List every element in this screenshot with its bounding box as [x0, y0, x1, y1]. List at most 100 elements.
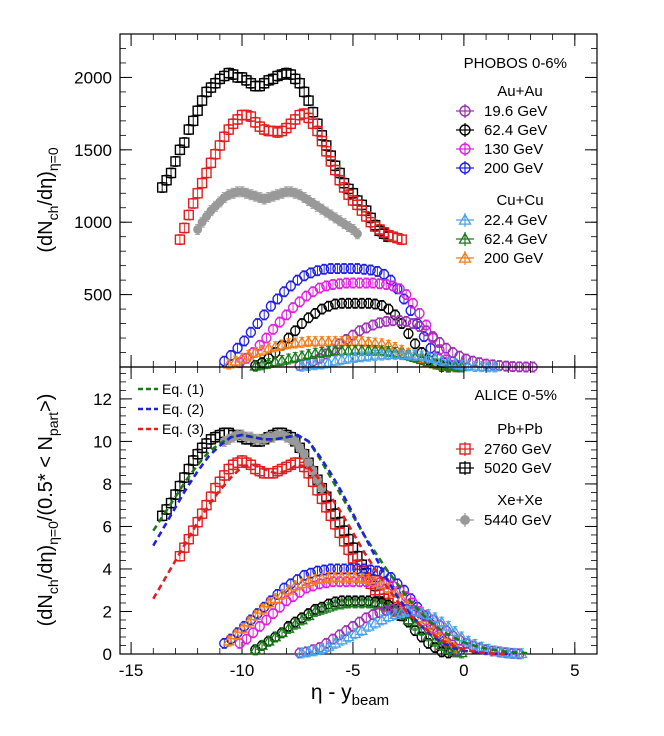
- data-point: [329, 354, 342, 366]
- data-point: [435, 615, 448, 627]
- data-point: [372, 266, 383, 277]
- legend-marker: [458, 213, 472, 225]
- data-point: [394, 283, 405, 295]
- data-point: [192, 105, 203, 116]
- bottom-series: [156, 427, 528, 660]
- data-point: [354, 325, 365, 337]
- top-ytick-label-1000: 1000: [74, 213, 112, 232]
- data-point: [435, 354, 448, 365]
- bottom-ytick-label-10: 10: [93, 432, 112, 451]
- legend-entry-cu-cu-62-4-gev: 62.4 GeV: [456, 231, 547, 248]
- data-point: [309, 346, 322, 358]
- data-point: [188, 198, 199, 209]
- data-point: [500, 360, 512, 372]
- data-point: [322, 356, 335, 368]
- data-point: [305, 568, 316, 579]
- data-point: [428, 352, 442, 363]
- data-point: [302, 335, 315, 347]
- data-point: [316, 303, 328, 315]
- top-series-au-au-130-gev: [234, 277, 458, 372]
- data-point: [362, 573, 375, 584]
- data-point: [272, 293, 283, 305]
- data-point: [349, 571, 362, 582]
- bottom-ytick-label-0: 0: [103, 645, 112, 664]
- data-point: [275, 354, 289, 365]
- data-point: [318, 564, 330, 576]
- top-series-xe-xe-5440-scaled: [193, 186, 362, 240]
- data-point: [295, 360, 308, 371]
- data-point: [330, 298, 341, 310]
- top-ytick-label-1500: 1500: [74, 141, 112, 160]
- data-point: [239, 335, 250, 347]
- data-point: [475, 360, 488, 372]
- data-point: [374, 317, 385, 329]
- data-point: [274, 316, 285, 328]
- data-point: [290, 325, 301, 337]
- data-point: [448, 645, 462, 657]
- data-point: [249, 360, 262, 371]
- data-point: [275, 339, 289, 350]
- data-point: [323, 300, 334, 312]
- data-point: [387, 315, 399, 326]
- data-point: [282, 352, 295, 364]
- data-point: [235, 622, 249, 633]
- bottom-y-axis: 0 2 4 6 8 10 12: [93, 372, 597, 664]
- data-point: [327, 279, 339, 290]
- data-point: [454, 350, 465, 362]
- data-point: [343, 298, 354, 309]
- curve-eq-3: [152, 463, 509, 656]
- data-point: [402, 613, 415, 625]
- data-point: [356, 298, 368, 309]
- data-point: [282, 337, 295, 349]
- data-point: [355, 572, 368, 583]
- data-point: [362, 349, 375, 361]
- bottom-xtick-label-0: 0: [459, 661, 468, 680]
- data-point: [332, 563, 343, 575]
- bottom-ylabel-sub1: ch: [45, 579, 61, 594]
- top-y-axis: 500 1000 1500 2000: [74, 33, 597, 368]
- bottom-ylabel-mid: /dη): [35, 545, 57, 579]
- data-point: [342, 352, 355, 363]
- data-point: [329, 598, 342, 610]
- bottom-panel-title: ALICE 0-5%: [474, 387, 557, 404]
- legend-entry-cu-cu-22-4-gev: 22.4 GeV: [456, 212, 547, 229]
- bottom-xtick-label-5: 5: [570, 661, 579, 680]
- data-point: [179, 222, 190, 234]
- legend-label: 200 GeV: [484, 250, 543, 267]
- data-point: [349, 596, 362, 608]
- data-point: [267, 608, 279, 619]
- data-point: [361, 322, 372, 334]
- data-point: [261, 332, 272, 344]
- data-point: [362, 596, 375, 608]
- legend-label: 130 GeV: [484, 141, 543, 158]
- data-point: [269, 355, 282, 367]
- data-point: [329, 571, 342, 582]
- data-point: [345, 563, 356, 575]
- data-point: [354, 277, 365, 289]
- data-point: [302, 348, 315, 360]
- legend-header-pb-pb: Pb+Pb: [497, 421, 542, 438]
- data-point: [229, 628, 242, 640]
- data-point: [312, 565, 323, 577]
- legend-label: 200 GeV: [484, 160, 543, 177]
- bottom-ytick-label-12: 12: [93, 390, 112, 409]
- data-point: [442, 643, 455, 655]
- legend-entry-au-au-130-gev: 130 GeV: [456, 141, 543, 158]
- bottom-ylabel-sub3: part: [45, 412, 61, 436]
- top-ytick-label-500: 500: [84, 286, 112, 305]
- bottom-xtick-label--15: -15: [119, 661, 144, 680]
- data-point: [369, 575, 382, 587]
- data-point: [290, 436, 300, 446]
- data-point: [442, 356, 455, 367]
- data-point: [462, 634, 475, 646]
- data-point: [363, 298, 374, 309]
- data-point: [222, 634, 235, 646]
- data-point: [455, 630, 468, 642]
- data-point: [170, 156, 181, 167]
- data-point: [312, 475, 322, 485]
- legend-marker: [459, 162, 471, 174]
- top-panel: 500 1000 1500 2000 PHOBOS 0-6% Au+Au 19.6 Ge…: [35, 33, 598, 373]
- data-point: [179, 137, 190, 148]
- data-point: [420, 325, 432, 337]
- legend-marker: [458, 251, 472, 263]
